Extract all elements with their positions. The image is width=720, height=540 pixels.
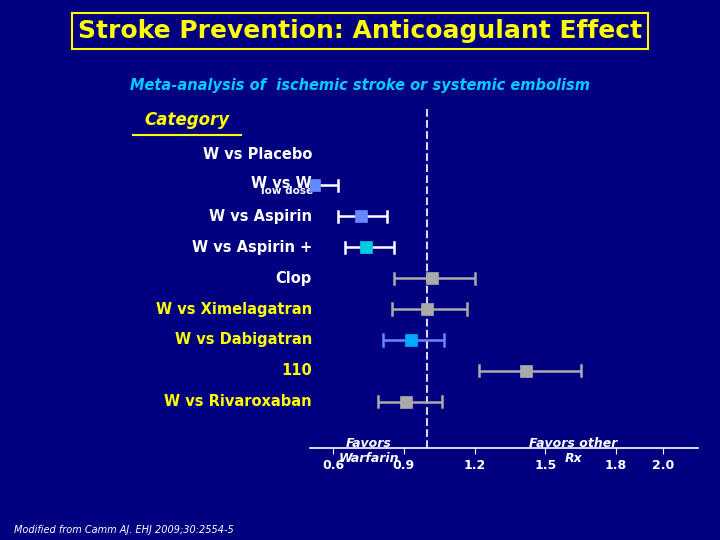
Text: Clop: Clop — [276, 271, 312, 286]
Text: Stroke Prevention: Anticoagulant Effect: Stroke Prevention: Anticoagulant Effect — [78, 19, 642, 43]
Text: W vs Aspirin +: W vs Aspirin + — [192, 240, 312, 255]
Text: Modified from Camm AJ. EHJ 2009;30:2554-5: Modified from Camm AJ. EHJ 2009;30:2554-… — [14, 524, 234, 535]
Text: Meta-analysis of  ischemic stroke or systemic embolism: Meta-analysis of ischemic stroke or syst… — [130, 78, 590, 93]
Text: Favors other
Rx: Favors other Rx — [529, 437, 618, 465]
Text: Category: Category — [145, 111, 230, 129]
Text: W vs Aspirin: W vs Aspirin — [209, 209, 312, 224]
Text: W vs W: W vs W — [251, 176, 312, 191]
Text: W vs Rivaroxaban: W vs Rivaroxaban — [164, 394, 312, 409]
Text: 110: 110 — [282, 363, 312, 379]
Text: Favors
Warfarin: Favors Warfarin — [338, 437, 399, 465]
Text: W vs Ximelagatran: W vs Ximelagatran — [156, 301, 312, 316]
Text: W vs Placebo: W vs Placebo — [202, 147, 312, 162]
Text: W vs Dabigatran: W vs Dabigatran — [175, 333, 312, 347]
Text: low dose: low dose — [261, 186, 313, 196]
